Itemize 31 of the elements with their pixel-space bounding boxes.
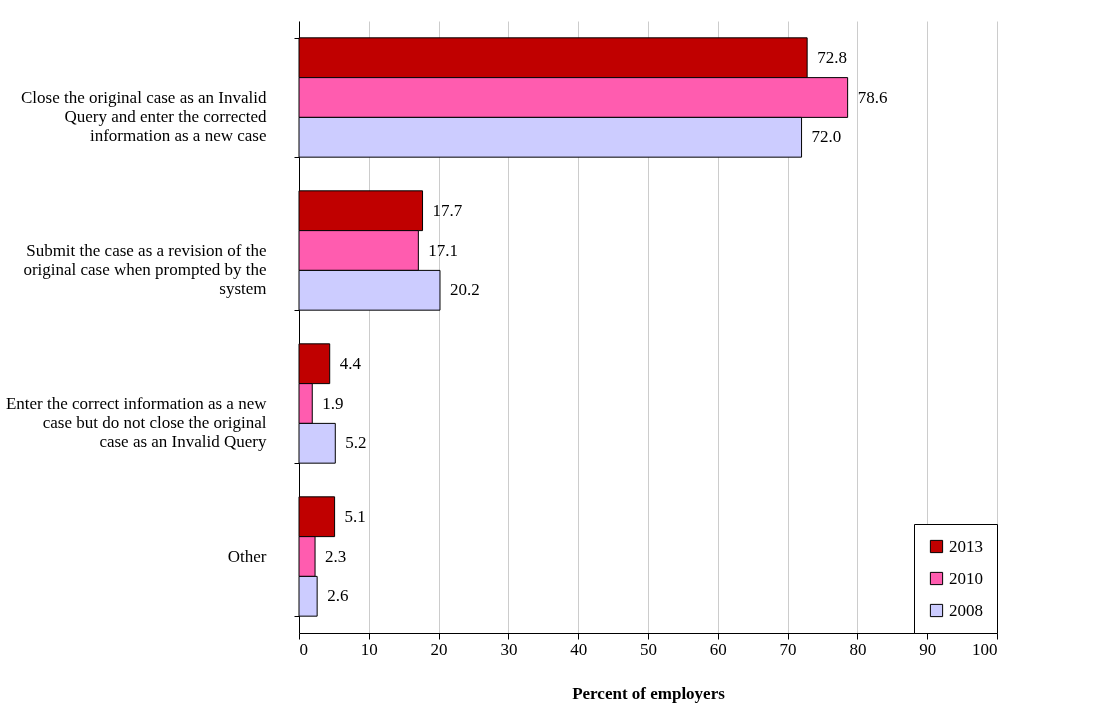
- legend-label: 2010: [949, 568, 983, 588]
- x-tick-label: 10: [360, 639, 378, 659]
- x-tick-label: 30: [500, 639, 518, 659]
- data-label: 4.4: [339, 353, 362, 373]
- data-label: 2.3: [325, 546, 347, 566]
- y-tick-label: Submit the case as a revision of the original case when prompted by the system: [23, 241, 267, 298]
- data-label: 17.7: [432, 200, 463, 220]
- data-label: 72.8: [817, 47, 847, 67]
- x-tick-label: 90: [919, 639, 937, 659]
- x-tick-label: 60: [709, 639, 727, 659]
- data-label: 5.1: [344, 506, 366, 526]
- x-tick-label: 50: [640, 639, 657, 659]
- x-tick-label: 20: [430, 639, 448, 659]
- data-label: 72.0: [811, 127, 842, 147]
- legend-label: 2013: [949, 536, 983, 556]
- y-tick-label: Other: [227, 547, 267, 566]
- x-tick-label: 100: [972, 639, 998, 659]
- data-label: 2.6: [327, 586, 349, 606]
- x-tick-label: 40: [570, 639, 588, 659]
- y-tick-label: Close the original case as an Invalid Query and enter the corrected information as a new case: [21, 88, 267, 145]
- x-axis-title: Percent of employers: [572, 683, 726, 703]
- data-label: 20.2: [450, 280, 480, 300]
- data-label: 5.2: [345, 433, 367, 453]
- y-tick-label: Enter the correct information as a new case but do not close the original case as an Invalid Query: [5, 394, 268, 451]
- data-label: 17.1: [428, 240, 459, 260]
- x-tick-label: 70: [779, 639, 797, 659]
- x-tick-label: 0: [299, 639, 308, 659]
- x-tick-label: 80: [849, 639, 867, 659]
- data-label: 1.9: [322, 393, 344, 413]
- data-label: 78.6: [857, 87, 888, 107]
- legend-label: 2008: [949, 600, 983, 620]
